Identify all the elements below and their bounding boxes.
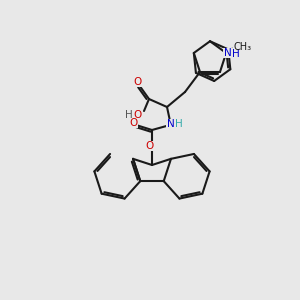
Bar [145,141,155,151]
Text: O: O [133,110,141,120]
Bar [132,110,142,120]
Bar [124,110,134,120]
Text: H: H [125,110,133,120]
Text: O: O [129,118,137,128]
Bar [231,49,241,59]
Bar [166,119,176,129]
Bar [233,42,252,52]
Bar [174,119,184,129]
Text: N: N [167,119,175,129]
Text: O: O [146,141,154,151]
Text: H: H [175,119,183,129]
Bar [223,48,233,58]
Bar [132,77,142,87]
Bar [128,118,138,128]
Text: CH₃: CH₃ [233,42,251,52]
Text: O: O [133,77,141,87]
Text: H: H [232,49,240,59]
Text: N: N [224,48,232,58]
